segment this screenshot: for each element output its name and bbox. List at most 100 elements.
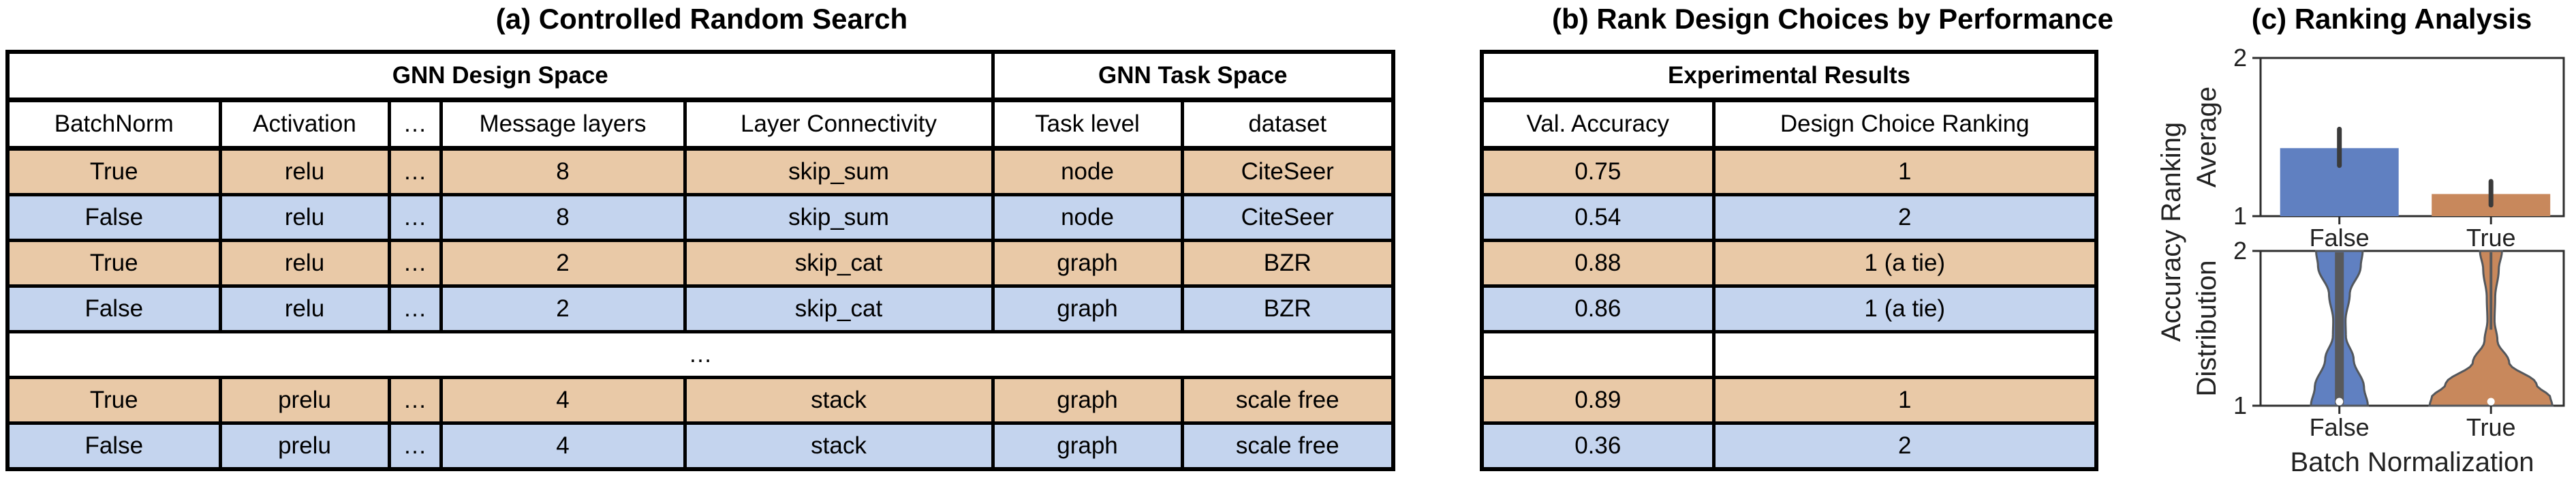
panel-c-title: (c) Ranking Analysis	[2251, 3, 2532, 35]
table-cell	[1480, 330, 1716, 379]
table-cell: …	[387, 421, 443, 471]
table-cell: graph	[991, 239, 1184, 288]
table-cell: relu	[218, 147, 391, 196]
table-cell: …	[387, 239, 443, 288]
table-row: 0.54 2	[1480, 193, 2098, 242]
table-cell: True	[5, 376, 222, 425]
table-cell: 0.54	[1480, 193, 1716, 242]
table-row: …	[5, 330, 1395, 379]
panel-a-title: (a) Controlled Random Search	[495, 3, 908, 35]
table-cell: 0.89	[1480, 376, 1716, 425]
table-cell: 4	[439, 376, 687, 425]
table-cell: 2	[1711, 421, 2098, 471]
y-tick-label: 2	[2233, 237, 2247, 265]
table-row: False prelu… 4 stack graph scale free	[5, 421, 1395, 471]
violin-median-dot	[2336, 398, 2344, 406]
table-cell: node	[991, 193, 1184, 242]
table-cell: 1	[1711, 147, 2098, 196]
table-row: 0.36 2	[1480, 421, 2098, 471]
bar-plot-frame	[2259, 57, 2565, 218]
table-cell: skip_sum	[683, 193, 995, 242]
table-row: True prelu… 4 stack graph scale free	[5, 376, 1395, 425]
violin-inner-bar	[2335, 252, 2344, 404]
table-cell: …	[387, 193, 443, 242]
column-header-cell: dataset	[1180, 98, 1395, 151]
x-tick-label: True	[2466, 413, 2516, 441]
y-tick-label: 2	[2233, 44, 2247, 72]
table-cell: graph	[991, 284, 1184, 333]
table-row: True relu… 8 skip_sum node CiteSeer	[5, 147, 1395, 196]
violin-plot-frame	[2259, 250, 2565, 407]
table-cell: prelu	[218, 421, 391, 471]
violin-median-dot	[2487, 398, 2495, 406]
column-header-cell: Activation	[218, 98, 391, 151]
violin-y-axis-label: Distribution	[2192, 260, 2222, 396]
table-row	[1480, 330, 2098, 379]
table-cell: 2	[1711, 193, 2098, 242]
column-header-cell: Val. Accuracy	[1480, 98, 1716, 151]
ranking-analysis-charts: 1 2 False True 1 2 False True Batch Normalizatio…	[2160, 44, 2565, 477]
table-cell	[1711, 330, 2098, 379]
table-cell: 0.36	[1480, 421, 1716, 471]
column-header-cell: Task level	[991, 98, 1184, 151]
table-cell: graph	[991, 376, 1184, 425]
table-cell: 0.86	[1480, 284, 1716, 333]
panel-b-title: (b) Rank Design Choices by Performance	[1552, 3, 2113, 35]
table-cell: relu	[218, 239, 391, 288]
table-cell: BZR	[1180, 284, 1395, 333]
table-row: 0.89 1	[1480, 376, 2098, 425]
table-cell: prelu	[218, 376, 391, 425]
table-cell: CiteSeer	[1180, 147, 1395, 196]
table-cell: stack	[683, 421, 995, 471]
column-header-cell: Message layers	[439, 98, 687, 151]
table-cell: 8	[439, 147, 687, 196]
table-cell: 1	[1711, 376, 2098, 425]
y-tick-label: 1	[2233, 391, 2247, 419]
table-cell: 0.75	[1480, 147, 1716, 196]
column-header-cell: Design Choice Ranking	[1711, 98, 2098, 151]
table-cell: True	[5, 239, 222, 288]
table-row: 0.86 1 (a tie)	[1480, 284, 2098, 333]
table-row: True relu… 2 skip_cat graph BZR	[5, 239, 1395, 288]
group-header-cell: GNN Task Space	[991, 50, 1395, 102]
y-tick-label: 1	[2233, 202, 2247, 230]
column-header-cell: BatchNorm	[5, 98, 222, 151]
violin-inner-line	[2489, 252, 2493, 330]
table-cell: False	[5, 284, 222, 333]
shared-y-axis-label: Accuracy Ranking	[2160, 122, 2186, 342]
table-cell: False	[5, 193, 222, 242]
column-header-cell: …	[387, 98, 443, 151]
table-cell: True	[5, 147, 222, 196]
table-cell: …	[387, 284, 443, 333]
table-cell: relu	[218, 284, 391, 333]
table-row: False relu… 8 skip_sum node CiteSeer	[5, 193, 1395, 242]
x-axis-label: Batch Normalization	[2291, 447, 2534, 477]
table-row: 0.75 1	[1480, 147, 2098, 196]
ellipsis-row-cell: …	[5, 330, 1395, 379]
group-header-cell: Experimental Results	[1480, 50, 2098, 102]
table-cell: 0.88	[1480, 239, 1716, 288]
x-tick-label: True	[2466, 224, 2516, 252]
table-cell: graph	[991, 421, 1184, 471]
table-cell: 1 (a tie)	[1711, 284, 2098, 333]
table-cell: BZR	[1180, 239, 1395, 288]
table-cell: …	[387, 147, 443, 196]
table-cell: …	[387, 376, 443, 425]
table-row: False relu… 2 skip_cat graph BZR	[5, 284, 1395, 333]
table-cell: scale free	[1180, 376, 1395, 425]
table-cell: False	[5, 421, 222, 471]
table-cell: 2	[439, 284, 687, 333]
table-cell: 8	[439, 193, 687, 242]
table-cell: skip_cat	[683, 284, 995, 333]
table-cell: skip_sum	[683, 147, 995, 196]
table-cell: scale free	[1180, 421, 1395, 471]
column-header-cell: Layer Connectivity	[683, 98, 995, 151]
table-cell: relu	[218, 193, 391, 242]
table-cell: CiteSeer	[1180, 193, 1395, 242]
table-cell: 4	[439, 421, 687, 471]
x-tick-label: False	[2310, 224, 2370, 252]
table-cell: 1 (a tie)	[1711, 239, 2098, 288]
table-row: 0.88 1 (a tie)	[1480, 239, 2098, 288]
experimental-results-table: Experimental Results Val. Accuracy Design …	[1480, 50, 2098, 471]
